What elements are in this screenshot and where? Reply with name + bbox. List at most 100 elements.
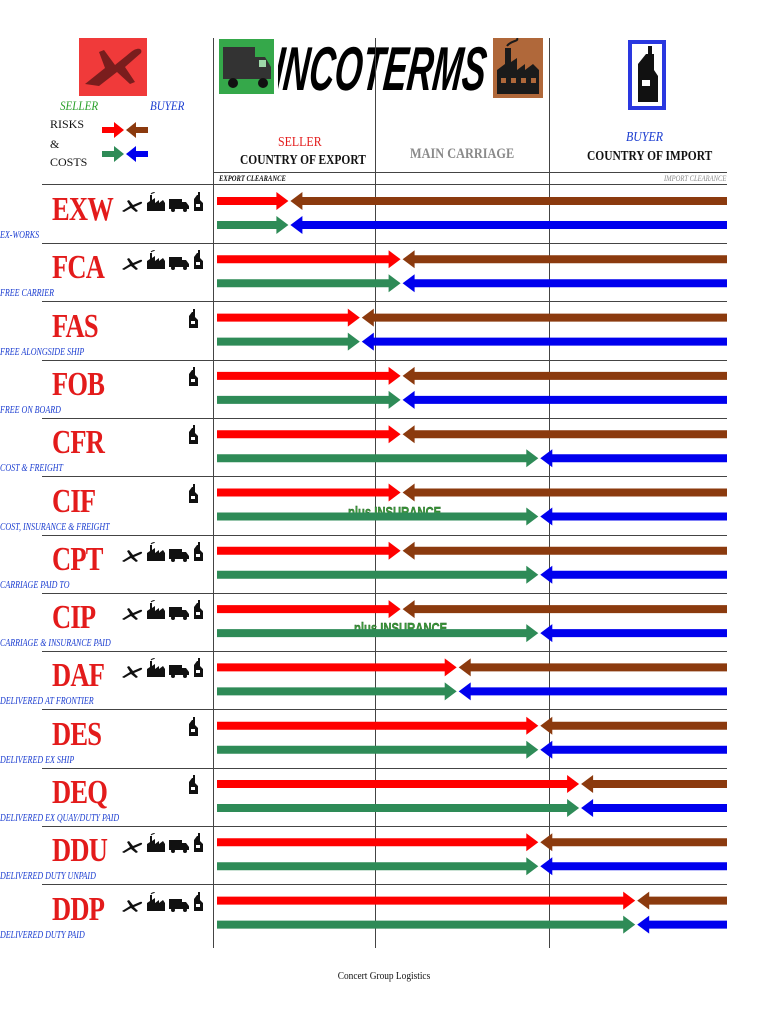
plane-icon — [121, 665, 143, 683]
legend-seller: SELLER — [60, 98, 99, 113]
transport-modes — [121, 599, 206, 625]
ship-crane-icon — [187, 425, 201, 450]
truck-icon — [169, 548, 189, 567]
buyer-cost-arrow — [540, 449, 727, 468]
seller-risk-arrow — [217, 250, 401, 269]
transport-modes — [187, 308, 201, 334]
seller-risk-arrow — [217, 483, 401, 502]
buyer-cost-arrow — [540, 624, 727, 643]
term-full-name: CARRIAGE PAID TO — [0, 579, 70, 591]
term-code: CIF — [52, 482, 96, 520]
ship-crane-icon — [187, 366, 201, 392]
row-divider — [42, 709, 727, 711]
term-full-name: COST, INSURANCE & FREIGHT — [0, 521, 110, 533]
main-carriage-label: MAIN CARRIAGE — [410, 146, 515, 162]
truck-icon — [169, 256, 189, 275]
factory-icon — [146, 249, 166, 275]
factory-icon — [146, 191, 166, 217]
term-full-name: DELIVERED EX SHIP — [0, 754, 75, 766]
seller-cost-arrow — [217, 799, 580, 817]
factory-icon — [146, 891, 166, 917]
plane-picture-icon — [79, 38, 147, 96]
buyer-risk-arrow — [402, 425, 727, 444]
buyer-cost-arrow — [458, 682, 727, 701]
plane-icon — [121, 899, 143, 917]
factory-icon — [146, 599, 166, 625]
legend-buyer-cost-arrow — [126, 146, 148, 162]
transport-modes — [121, 191, 206, 217]
term-full-name: EX-WORKS — [0, 230, 40, 241]
term-full-name: DELIVERED AT FRONTIER — [0, 696, 94, 708]
seller-cost-arrow — [217, 390, 401, 409]
buyer-cost-arrow — [540, 740, 727, 759]
term-code: DDU — [52, 832, 108, 870]
truck-picture-icon — [219, 39, 274, 94]
term-full-name: FREE CARRIER — [0, 288, 54, 300]
seller-cost-arrow — [217, 682, 457, 701]
grid-line-seller — [213, 38, 214, 948]
row-divider — [42, 301, 727, 303]
row-divider — [42, 884, 727, 886]
buyer-cost-arrow — [290, 216, 727, 234]
term-code: CPT — [52, 540, 103, 578]
term-full-name: COST & FREIGHT — [0, 463, 63, 475]
buyer-cost-arrow — [361, 332, 727, 351]
term-full-name: CARRIAGE & INSURANCE PAID — [0, 638, 111, 650]
seller-risk-arrow — [217, 658, 457, 677]
buyer-risk-arrow — [290, 192, 727, 210]
row-divider — [42, 417, 727, 419]
title-text: INCOTERMS — [278, 35, 490, 100]
term-code: FOB — [52, 365, 105, 403]
legend-amp: & — [50, 137, 60, 151]
term-code: CFR — [52, 424, 105, 462]
legend-seller-risk-arrow — [102, 122, 124, 138]
ship-crane-icon — [192, 600, 206, 625]
factory-icon — [146, 658, 166, 683]
truck-icon — [169, 898, 189, 917]
ship-crane-icon — [192, 658, 206, 683]
factory-picture-icon — [493, 37, 543, 98]
export-clearance-label: EXPORT CLEARANCE — [219, 174, 286, 183]
footer-credit: Concert Group Logistics — [337, 970, 431, 982]
seller-risk-arrow — [217, 308, 360, 327]
transport-modes — [121, 541, 206, 567]
ship-crane-icon — [187, 308, 201, 334]
seller-risk-arrow — [217, 775, 580, 793]
buyer-cost-arrow — [581, 799, 727, 817]
buyer-risk-arrow — [361, 308, 727, 327]
export-country-label: COUNTRY OF EXPORT — [240, 153, 366, 168]
term-code: CIP — [52, 599, 96, 637]
term-code: DAF — [52, 657, 105, 695]
seller-cost-arrow — [217, 274, 401, 293]
ship-crane-icon — [192, 250, 206, 275]
row-divider — [42, 476, 727, 478]
buyer-risk-arrow — [637, 891, 727, 910]
buyer-cost-arrow — [540, 507, 727, 526]
truck-icon — [169, 664, 189, 683]
row-divider — [42, 826, 727, 827]
buyer-risk-arrow — [581, 775, 727, 793]
crane-picture-icon — [628, 40, 666, 110]
legend-arrows — [102, 122, 148, 162]
seller-cost-arrow — [217, 507, 539, 526]
legend-buyer-risk-arrow — [126, 122, 148, 138]
seller-risk-arrow — [217, 716, 539, 735]
plane-icon — [121, 257, 143, 275]
seller-cost-arrow — [217, 216, 289, 234]
truck-icon — [169, 839, 189, 858]
import-clearance-label: IMPORT CLEARANCE — [664, 174, 727, 183]
term-full-name: FREE ALONGSIDE SHIP — [0, 346, 85, 358]
truck-icon — [169, 198, 189, 217]
plane-icon — [121, 199, 143, 217]
term-code: FAS — [52, 307, 99, 345]
transport-modes — [187, 366, 201, 392]
row-divider — [42, 534, 727, 536]
buyer-cost-arrow — [540, 857, 727, 876]
truck-icon — [169, 606, 189, 625]
buyer-risk-arrow — [540, 716, 727, 735]
seller-risk-arrow — [217, 425, 401, 444]
seller-cost-arrow — [217, 332, 360, 351]
ship-crane-icon — [192, 891, 206, 917]
seller-cost-arrow — [217, 565, 539, 584]
